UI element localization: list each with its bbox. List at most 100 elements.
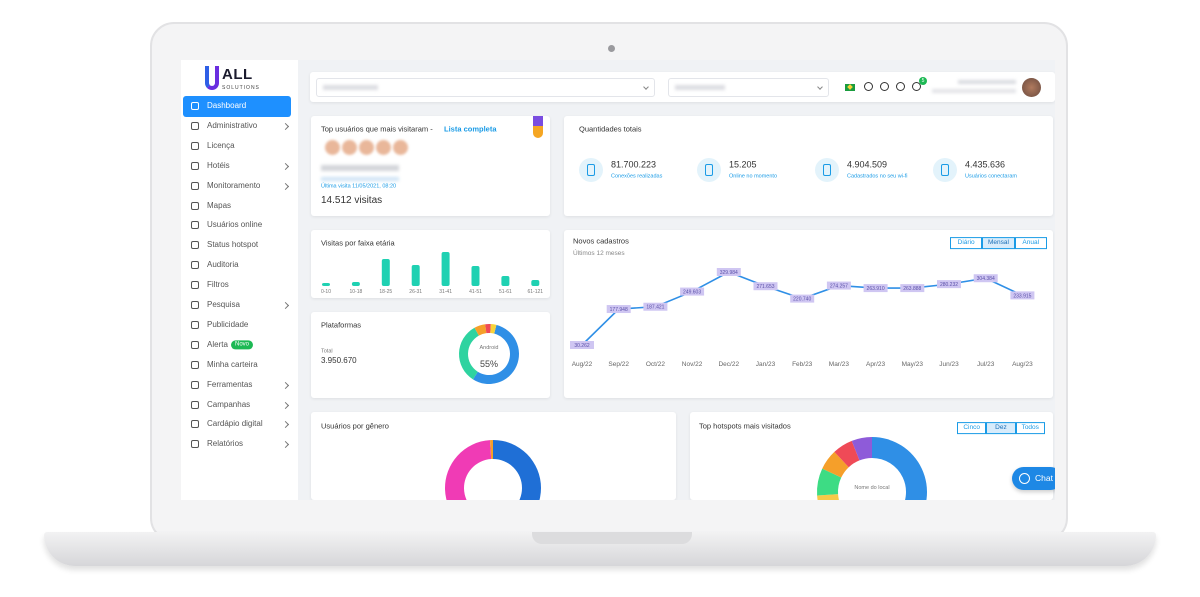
chat-button[interactable]	[1012, 467, 1055, 490]
menu-item[interactable]: Status hotspot	[207, 240, 259, 250]
x-tick-label: 10-18	[350, 289, 363, 295]
stat-icon	[697, 158, 721, 182]
donut-segment	[834, 440, 860, 468]
menu-item[interactable]: Filtros	[207, 280, 229, 290]
screen: ALL SOLUTIONS Dashboard Administrativo Licen…	[181, 60, 1055, 500]
bar	[411, 265, 420, 286]
menu-item[interactable]: Dashboard	[207, 101, 247, 111]
donut-segment	[817, 468, 842, 496]
card-title: Novos cadastros	[573, 236, 629, 246]
bar	[531, 280, 540, 286]
menu-icon	[191, 420, 199, 429]
menu-item[interactable]: Pesquisa	[207, 300, 240, 310]
user-role	[932, 89, 1016, 93]
donut-segment	[493, 440, 541, 500]
x-tick-label: 0-10	[321, 289, 331, 295]
donut-segment	[817, 494, 840, 500]
x-tick-label: Aug/22	[572, 361, 593, 368]
toggle-button[interactable]: Anual	[1014, 237, 1047, 249]
menu-item[interactable]: Publicidade	[207, 320, 249, 330]
stat-value: 4.904.509	[847, 159, 888, 170]
value-label-bg	[900, 284, 925, 293]
stat-icon	[933, 158, 957, 182]
menu-active	[183, 96, 291, 117]
x-tick-label: Sep/22	[608, 361, 629, 368]
donut-segment	[459, 327, 479, 380]
menu-icon	[191, 201, 199, 210]
menu-item[interactable]: Administrativo	[207, 121, 258, 131]
bar	[381, 259, 390, 286]
menu-icon	[191, 102, 199, 110]
last-visit: Última visita 11/05/2021, 08:20	[321, 183, 397, 190]
menu-item[interactable]: Minha carteira	[207, 359, 258, 369]
donut-segment	[851, 437, 872, 461]
blurred-name	[321, 165, 399, 171]
card-title: Top hotspots mais visitados	[699, 421, 791, 431]
card-title: Quantidades totais	[579, 124, 642, 134]
user-avatar[interactable]	[1022, 78, 1041, 97]
toggle-button[interactable]: Dez	[986, 422, 1016, 434]
x-tick-label: Mar/23	[829, 361, 850, 368]
x-tick-label: 31-41	[439, 289, 452, 295]
card-title: Plataformas	[321, 320, 362, 330]
total-value: 3.950.670	[321, 356, 357, 366]
full-list-link[interactable]: Lista completa	[444, 124, 497, 134]
menu-item[interactable]: Mapas	[207, 200, 232, 210]
topbar-icon[interactable]	[896, 82, 905, 91]
stat-glyph	[587, 164, 595, 176]
menu-item[interactable]: Alerta	[207, 340, 228, 349]
topbar-icon[interactable]	[864, 82, 873, 91]
menu-item[interactable]: Licença	[207, 141, 235, 150]
camera	[608, 45, 615, 52]
toggle-button[interactable]: Mensal	[982, 237, 1015, 249]
value-label: 187.421	[646, 305, 664, 311]
menu-item[interactable]: Campanhas	[207, 399, 251, 409]
menu-item[interactable]: Ferramentas	[207, 379, 253, 389]
sidebar	[181, 60, 298, 500]
menu-item[interactable]: Cardápio digital	[207, 419, 263, 429]
menu-icon	[191, 241, 199, 250]
toggle-button[interactable]: Diário	[950, 237, 983, 249]
topbar-icon[interactable]	[912, 82, 921, 91]
logo-tagline: SOLUTIONS	[222, 85, 260, 91]
chat-icon	[1019, 473, 1030, 484]
laptop-notch	[532, 532, 692, 544]
logo-u	[205, 66, 219, 90]
x-tick-label: Nov/22	[682, 361, 703, 368]
menu-item[interactable]: Usuários online	[207, 220, 263, 230]
value-label-bg	[790, 294, 815, 303]
client-select[interactable]	[316, 78, 655, 97]
x-tick-label: 41-51	[469, 289, 482, 295]
menu-icon	[191, 360, 199, 369]
hotspots-donut: Nome do local	[817, 437, 927, 500]
value-label: 249.603	[683, 290, 701, 296]
menu-item[interactable]: Auditoria	[207, 260, 239, 270]
menu-icon	[191, 261, 199, 270]
x-tick-label: 18-25	[379, 289, 392, 295]
stat-label: Online no momento	[729, 173, 777, 180]
blurred-detail	[321, 177, 399, 181]
value-label: 263.910	[867, 286, 885, 292]
menu-icon	[191, 440, 199, 449]
toggle-button[interactable]: Todos	[1015, 422, 1045, 434]
center-label: Android	[480, 345, 499, 351]
menu-item[interactable]: Monitoramento	[207, 180, 261, 190]
totals-card	[564, 116, 1053, 216]
visit-count: 14.512 visitas	[321, 195, 383, 206]
platforms-donut: Android 55%	[459, 324, 519, 384]
topbar-icon[interactable]	[880, 82, 889, 91]
stat-value: 4.435.636	[965, 159, 1006, 170]
donut-segment	[822, 451, 849, 478]
menu-item[interactable]: Hotéis	[207, 160, 230, 170]
menu-icon	[191, 301, 199, 309]
menu-icon	[191, 400, 199, 409]
center-value: 55%	[480, 359, 498, 369]
bar-chart: 0-10 10-18 18-25 26-31 31-41 41-51 51-61 61-121	[321, 252, 543, 295]
x-tick-label: Dec/22	[718, 361, 739, 368]
stat-glyph	[823, 164, 831, 176]
chat-label[interactable]: Chat	[1035, 472, 1053, 483]
value-label-bg	[570, 341, 594, 349]
group-select[interactable]	[668, 78, 829, 97]
menu-item[interactable]: Relatórios	[207, 439, 244, 449]
toggle-button[interactable]: Cinco	[957, 422, 987, 434]
